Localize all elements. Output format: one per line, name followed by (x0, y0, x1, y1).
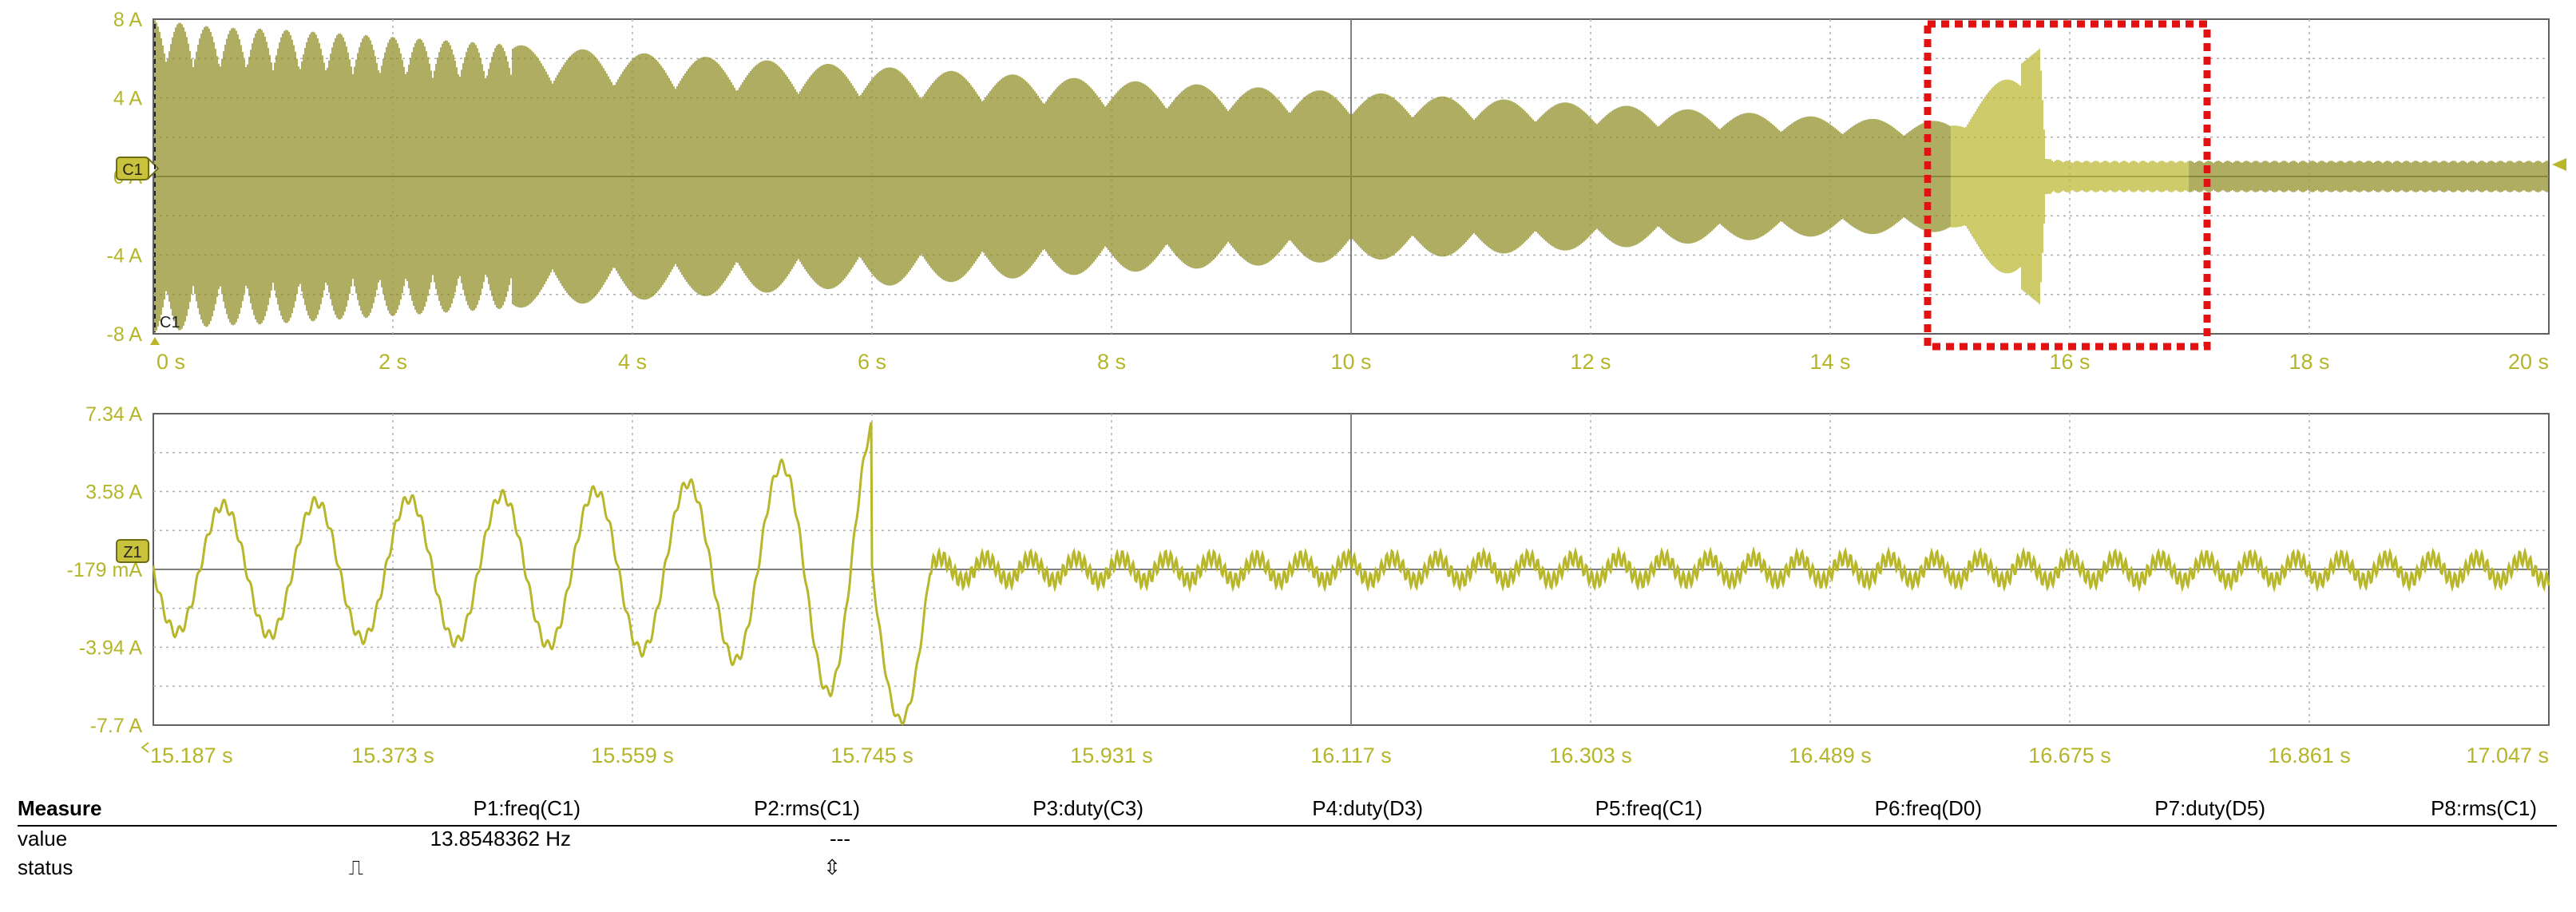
zoom-trace (152, 422, 2550, 726)
top-y-tick-label: 8 A (113, 9, 142, 31)
top-y-tick-label: 4 A (113, 88, 142, 110)
measure-column-header[interactable]: P3:duty(C3) (1032, 796, 1143, 820)
top-waveform-panel: 8 A4 A0 A-4 A-8 A 0 s2 s4 s6 s8 s10 s12 … (107, 9, 2566, 374)
highlight-box (1924, 20, 2211, 351)
measure-value-row: value 13.8548362 Hz --- (18, 827, 2557, 855)
top-x-tick-label: 12 s (1570, 350, 1611, 374)
zoom-waveform-panel: 7.34 A3.58 A-179 mA-3.94 A-7.7 A 15.187 … (67, 403, 2550, 767)
measure-column-header[interactable]: P7:duty(D5) (2154, 796, 2265, 820)
trigger-level-arrow-icon[interactable] (2552, 158, 2566, 171)
zoom-trace-waveform (152, 422, 2550, 726)
zoom-x-tick-label: 15.559 s (591, 743, 674, 767)
zoom-x-tick-label: 16.675 s (2028, 743, 2111, 767)
measure-table: Measure P1:freq(C1) P2:rms(C1) P3:duty(C3)… (18, 796, 2557, 884)
measure-column-header[interactable]: P4:duty(D3) (1312, 796, 1423, 820)
trigger-position-arrow-icon[interactable] (150, 337, 160, 345)
channel-z1-badge[interactable]: Z1 (116, 539, 149, 563)
zoom-y-tick-label: 7.34 A (85, 403, 142, 426)
measure-value-cell: --- (830, 827, 850, 851)
channel-c1-badge-label: C1 (122, 161, 143, 179)
channel-c1-badge[interactable]: C1 (116, 157, 149, 180)
zoom-x-tick-label: 16.117 s (1310, 743, 1392, 767)
measure-column-header[interactable]: P5:freq(C1) (1595, 796, 1702, 820)
measure-status-icon: ⎍ (348, 855, 363, 879)
value-row-label: value (18, 827, 68, 851)
zoom-y-tick-label: 3.58 A (85, 482, 142, 504)
top-x-tick-label: 8 s (1097, 350, 1126, 374)
measure-column-header[interactable]: P2:rms(C1) (754, 796, 860, 820)
top-x-tick-label: 20 s (2508, 350, 2549, 374)
measure-title: Measure (18, 796, 102, 820)
zoom-x-tick-label: 16.489 s (1789, 743, 1872, 767)
top-x-tick-label: 2 s (378, 350, 407, 374)
zoom-x-axis: 15.187 s 15.373 s 15.559 s 15.745 s 15.931 s… (150, 743, 2549, 767)
measure-status-row: status ⎍ ⇳ (18, 855, 2557, 884)
zoom-x-tick-label: 15.373 s (351, 743, 434, 767)
top-x-tick-label: 6 s (858, 350, 886, 374)
top-x-tick-label: 16 s (2049, 350, 2090, 374)
measure-column-header[interactable]: P8:rms(C1) (2431, 796, 2537, 820)
zoom-x-tick-label: 15.745 s (830, 743, 913, 767)
measure-column-header[interactable]: P1:freq(C1) (473, 796, 581, 820)
zoom-y-tick-label: -3.94 A (79, 637, 143, 660)
top-x-axis: 0 s 2 s 4 s 6 s 8 s 10 s 12 s 14 s 16 s 18 s 20 s (157, 350, 2549, 374)
top-x-tick-label: 10 s (1330, 350, 1371, 374)
measure-column-header[interactable]: P6:freq(D0) (1874, 796, 1982, 820)
zoom-y-axis: 7.34 A3.58 A-179 mA-3.94 A-7.7 A (67, 403, 143, 737)
zoom-x-tick-label: 15.187 s (150, 743, 233, 767)
zoom-x-tick-label: 15.931 s (1070, 743, 1153, 767)
measure-value-cell: 13.8548362 Hz (430, 827, 571, 851)
top-x-tick-label: 18 s (2289, 350, 2329, 374)
zoom-x-tick-label: 17.047 s (2466, 743, 2549, 767)
channel-z1-badge-label: Z1 (123, 544, 141, 561)
top-trace-zoomed-region (1951, 49, 2189, 304)
measure-status-icon: ⇳ (823, 855, 841, 879)
top-x-tick-label: 4 s (618, 350, 647, 374)
c1-offset-marker-icon[interactable] (148, 157, 160, 180)
top-x-tick-label: 14 s (1809, 350, 1850, 374)
cursor-label: C1 (160, 314, 180, 331)
measure-header-row: Measure P1:freq(C1) P2:rms(C1) P3:duty(C3)… (18, 796, 2557, 827)
top-x-tick-label: 0 s (157, 350, 185, 374)
status-row-label: status (18, 855, 73, 879)
zoom-x-tick-label: 16.303 s (1549, 743, 1632, 767)
zoom-y-tick-label: -7.7 A (90, 715, 143, 737)
top-y-tick-label: -8 A (107, 323, 143, 346)
top-y-tick-label: -4 A (107, 245, 143, 268)
zoom-x-tick-label: 16.861 s (2268, 743, 2351, 767)
scroll-left-arrow-icon[interactable] (141, 742, 149, 753)
